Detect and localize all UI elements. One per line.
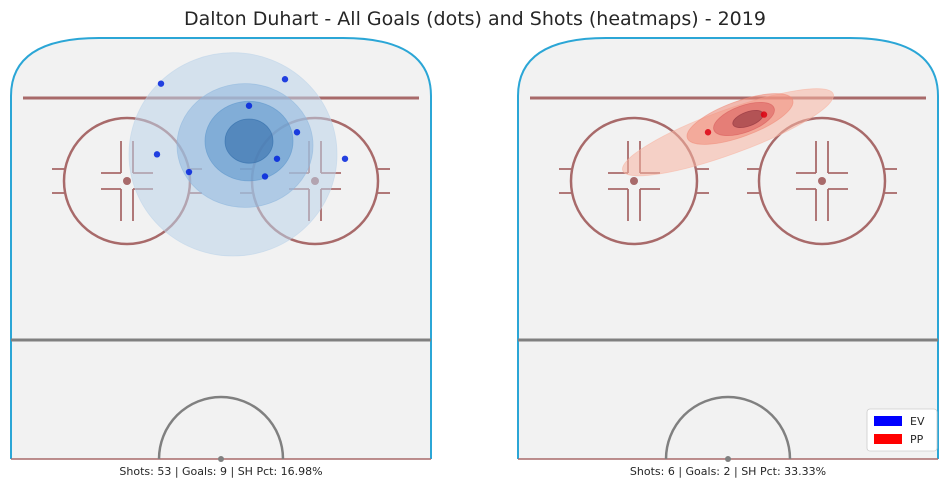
- goal-point: [245, 102, 253, 109]
- faceoff-circle: [569, 116, 699, 246]
- goal-point: [157, 80, 165, 87]
- goal-point: [273, 155, 281, 162]
- legend-frame: [866, 408, 938, 452]
- legend-label-ev: EV: [910, 415, 925, 428]
- rink-surface: [518, 38, 938, 459]
- legend-label-pp: PP: [910, 433, 924, 446]
- goal-point: [293, 129, 301, 136]
- faceoff-dot: [630, 177, 638, 185]
- goal-point: [760, 111, 768, 118]
- goal-point: [704, 129, 712, 136]
- center-circle: [664, 395, 792, 460]
- goal-point: [341, 155, 349, 162]
- faceoff-dot: [123, 177, 131, 185]
- rink-panel-right: [517, 37, 939, 462]
- goal-point: [153, 151, 161, 158]
- goal-point: [281, 76, 289, 83]
- goal-point: [185, 168, 193, 176]
- faceoff-circle: [757, 116, 887, 246]
- legend-swatch-ev: [874, 416, 902, 426]
- legend-swatch-pp: [874, 434, 902, 444]
- center-dot: [218, 456, 224, 462]
- faceoff-dot: [818, 177, 826, 185]
- rink-boards: [517, 37, 939, 459]
- legend: EV PP: [866, 408, 938, 452]
- rink-panel-left: [10, 37, 432, 462]
- rink-boards: [10, 37, 432, 459]
- footer-right: Shots: 6 | Goals: 2 | SH Pct: 33.33%: [630, 465, 826, 478]
- chart-title: Dalton Duhart - All Goals (dots) and Sho…: [184, 8, 766, 30]
- center-circle: [157, 395, 285, 460]
- footer-left: Shots: 53 | Goals: 9 | SH Pct: 16.98%: [119, 465, 322, 478]
- goal-point: [261, 173, 269, 180]
- center-dot: [725, 456, 731, 462]
- heatmap-contour: [224, 118, 274, 164]
